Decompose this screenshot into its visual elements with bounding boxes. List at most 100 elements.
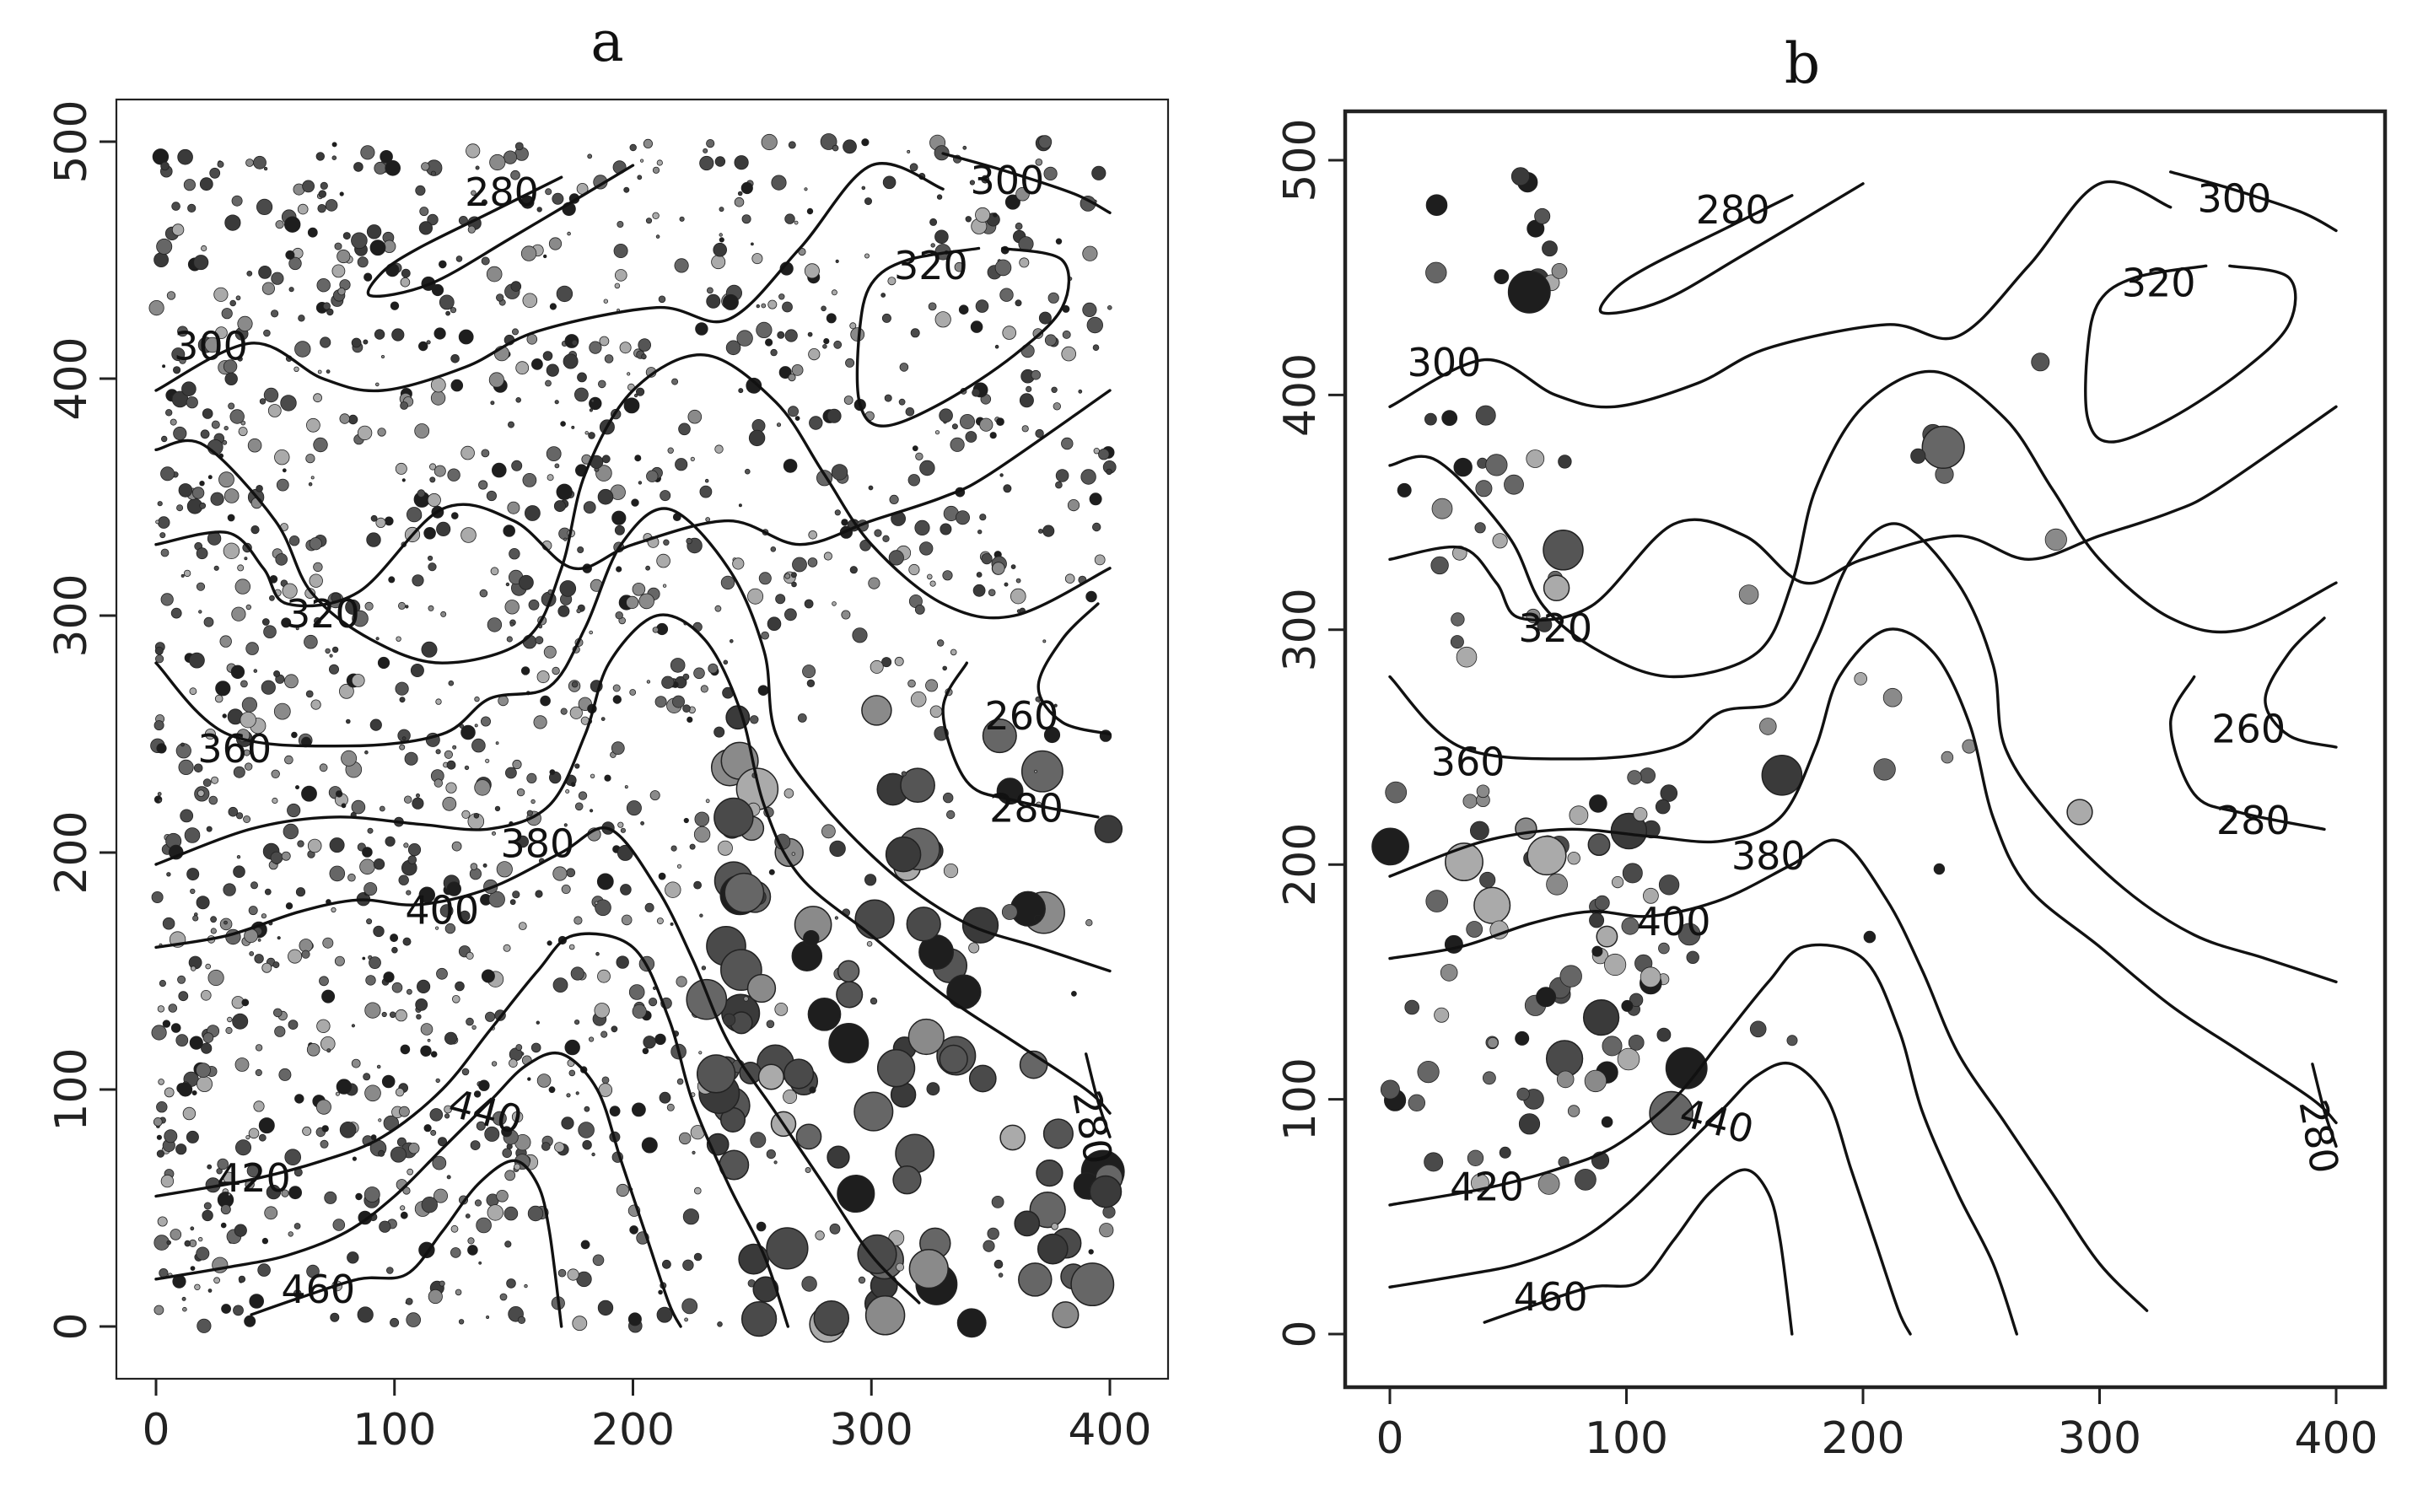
sample-point: [220, 1204, 231, 1215]
sample-point: [1450, 635, 1464, 649]
sample-point: [246, 270, 253, 277]
sample-point: [270, 851, 283, 864]
sample-point: [761, 133, 778, 151]
sample-point: [874, 529, 882, 537]
sample-point: [446, 760, 456, 770]
sample-point: [543, 254, 547, 259]
contour-line-380: [1388, 627, 2338, 1125]
sample-point: [384, 516, 394, 526]
sample-point: [774, 1003, 789, 1016]
sample-point: [834, 509, 841, 516]
sample-point: [395, 1009, 407, 1022]
sample-point: [245, 642, 259, 655]
sample-point: [339, 191, 344, 196]
sample-point: [182, 1106, 197, 1121]
sample-point: [176, 504, 184, 512]
sample-point: [899, 363, 909, 372]
sample-point: [506, 1278, 516, 1289]
sample-point: [217, 160, 224, 168]
sample-point: [282, 583, 298, 599]
sample-point: [542, 351, 553, 361]
sample-point: [590, 773, 595, 778]
sample-point: [481, 969, 495, 983]
sample-point: [705, 799, 710, 804]
sample-point: [198, 610, 202, 614]
sample-point: [663, 539, 670, 546]
sample-point: [352, 1156, 357, 1161]
sample-point: [1371, 827, 1409, 866]
sample-point: [274, 449, 290, 465]
sample-point: [693, 1252, 703, 1262]
sample-point: [512, 328, 520, 336]
sample-point: [316, 1019, 331, 1034]
sample-point: [975, 299, 989, 313]
sample-point: [713, 242, 727, 257]
sample-point: [320, 336, 331, 348]
sample-point: [545, 188, 552, 196]
sample-point: [1543, 574, 1570, 602]
sample-point: [801, 1276, 817, 1292]
contour-line-280: [1085, 1052, 1112, 1138]
sample-point: [573, 1020, 580, 1025]
sample-point: [433, 1188, 449, 1203]
sample-point: [406, 507, 423, 523]
sample-point: [229, 409, 245, 424]
sample-point: [563, 823, 568, 827]
sample-point: [1537, 1173, 1560, 1195]
sample-point: [232, 1013, 249, 1030]
sample-point: [164, 1129, 178, 1143]
sample-point: [474, 724, 478, 728]
sample-point: [540, 695, 551, 707]
sample-point: [281, 851, 291, 861]
sample-point: [253, 1100, 265, 1112]
sample-point: [157, 1216, 168, 1227]
sample-point: [223, 883, 236, 896]
sample-point: [982, 718, 1017, 754]
sample-point: [637, 175, 643, 180]
sample-point: [338, 683, 354, 699]
sample-point: [714, 605, 722, 612]
x-tick-label: 0: [142, 1405, 170, 1456]
sample-point: [222, 713, 227, 718]
sample-point: [549, 303, 557, 310]
sample-point: [207, 1164, 213, 1170]
y-tick-label: 300: [46, 573, 97, 657]
sample-point: [1042, 639, 1047, 643]
sample-point: [751, 242, 754, 246]
sample-point: [1424, 1152, 1444, 1172]
sample-point: [854, 899, 895, 939]
sample-point: [882, 535, 890, 542]
sample-point: [597, 969, 611, 983]
sample-point: [909, 163, 918, 172]
sample-point: [201, 245, 207, 252]
sample-point: [804, 187, 808, 191]
sample-point: [377, 428, 386, 437]
sample-point: [233, 766, 245, 778]
sample-point: [616, 566, 622, 573]
sample-point: [1621, 917, 1640, 935]
sample-point: [160, 1174, 175, 1188]
sample-point: [450, 512, 459, 519]
sample-point: [870, 997, 878, 1005]
sample-point: [400, 1211, 408, 1219]
sample-point: [841, 610, 851, 620]
sample-point: [563, 537, 568, 541]
sample-point: [512, 891, 520, 899]
sample-point: [309, 573, 323, 588]
sample-point: [237, 356, 243, 362]
sample-point: [423, 526, 436, 540]
sample-point: [488, 891, 505, 908]
sample-point: [475, 165, 480, 170]
sample-point: [257, 1263, 271, 1277]
sample-point: [200, 429, 210, 439]
sample-point: [414, 423, 430, 439]
sample-point: [304, 634, 318, 649]
sample-point: [326, 369, 331, 374]
sample-point: [253, 155, 267, 169]
sample-point: [554, 1142, 565, 1153]
sample-point: [155, 519, 160, 525]
sample-point: [1408, 1094, 1426, 1112]
sample-point: [224, 372, 238, 386]
contour-label-380: 380: [1731, 833, 1806, 879]
